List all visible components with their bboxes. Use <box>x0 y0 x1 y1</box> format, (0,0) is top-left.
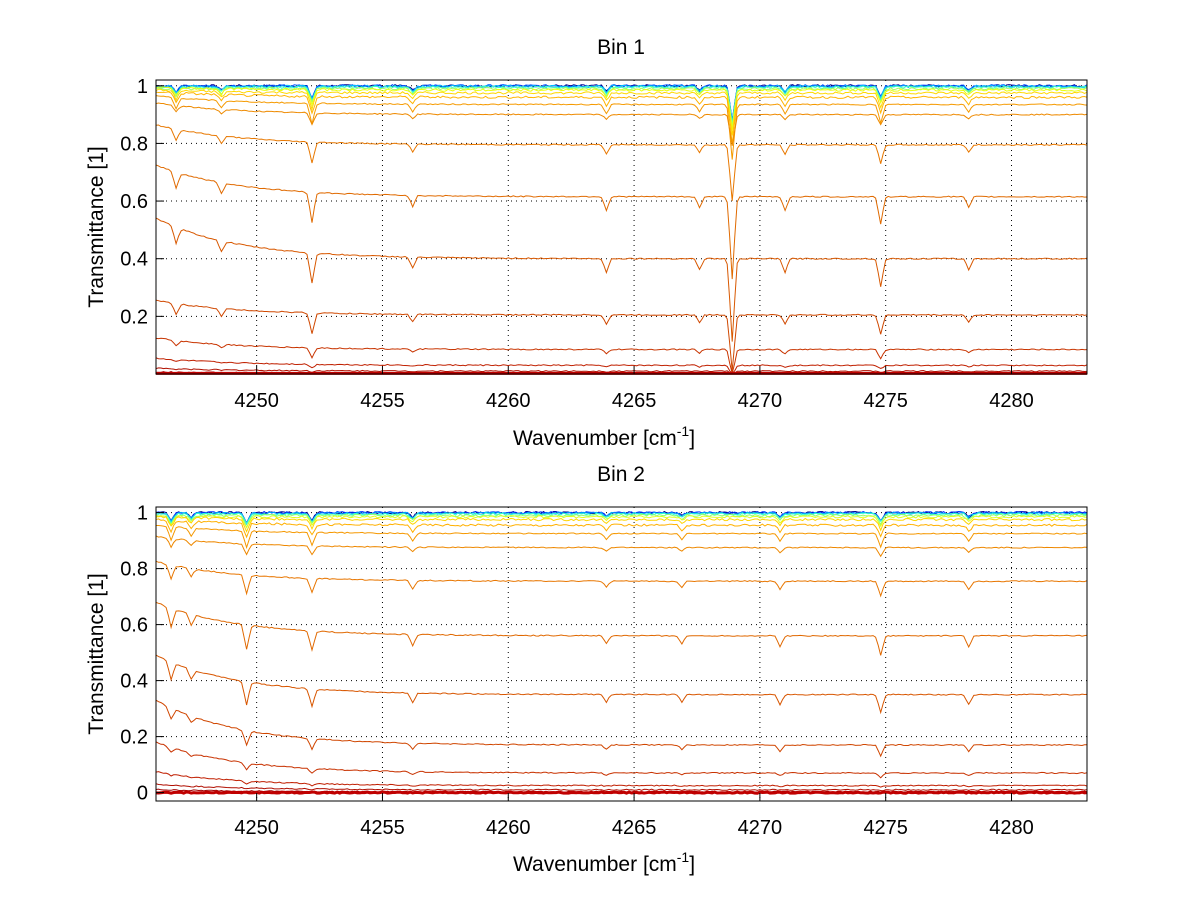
x-tick-label: 4275 <box>863 390 908 412</box>
x-tick-label: 4270 <box>738 390 783 412</box>
x-axis-label-superscript-bin-2: -1 <box>677 849 690 865</box>
x-tick-label: 4270 <box>738 817 783 839</box>
x-axis-label-main-bin-1: Wavenumber [cm <box>513 427 677 450</box>
x-tick-label: 4275 <box>863 817 908 839</box>
plot-area-frame-bin-2 <box>155 506 1088 802</box>
panel-bin-2: Bin 2 4250 4255 4260 4265 4270 4275 4280 00.20… <box>85 463 1088 876</box>
y-tick-label: 0.2 <box>120 306 148 328</box>
transmittance-series-line <box>155 654 1088 715</box>
transmittance-series-line <box>155 515 1088 533</box>
transmittance-series-line <box>155 771 1088 788</box>
panel-bin-1: Bin 1 4250 4255 4260 4265 4270 4275 4280 0.20.… <box>85 36 1088 450</box>
y-tick-label: 0.6 <box>120 615 148 637</box>
y-tick-label: 0.8 <box>120 559 148 581</box>
transmittance-series-line <box>155 299 1088 372</box>
transmittance-series-line <box>155 124 1088 201</box>
grid-lines-bin-2 <box>156 507 1087 801</box>
x-tick-label: 4250 <box>234 390 279 412</box>
transmittance-series-line <box>155 741 1088 779</box>
transmittance-series-line <box>155 91 1088 145</box>
x-ticks-bin-1: 4250 4255 4260 4265 4270 4275 4280 <box>234 366 1034 412</box>
x-tick-label: 4260 <box>486 390 531 412</box>
series-group-bin-1 <box>155 83 1088 375</box>
transmittance-series-line <box>155 217 1088 342</box>
transmittance-series-line <box>155 790 1088 795</box>
transmittance-series-line <box>155 783 1088 792</box>
x-axis-label-bin-1: Wavenumber [cm-1] <box>513 423 695 450</box>
x-tick-label: 4280 <box>989 390 1034 412</box>
chart-title-bin-2: Bin 2 <box>597 463 645 486</box>
transmittance-series-line <box>155 84 1088 123</box>
transmittance-series-line <box>155 518 1088 539</box>
transmittance-series-line <box>155 515 1088 529</box>
y-tick-label: 0 <box>137 783 148 805</box>
transmittance-series-line <box>155 560 1088 598</box>
y-tick-label: 0.2 <box>120 727 148 749</box>
y-tick-label: 0.4 <box>120 249 148 271</box>
x-tick-label: 4250 <box>234 817 279 839</box>
transmittance-series-line <box>155 513 1088 529</box>
y-ticks-bin-2: 0 0.2 0.4 0.6 0.8 1 <box>120 503 164 805</box>
x-tick-label: 4255 <box>360 390 405 412</box>
transmittance-series-line <box>155 95 1088 160</box>
y-axis-label-bin-2: Transmittance [1] <box>85 573 108 734</box>
transmittance-series-line <box>155 164 1088 280</box>
transmittance-series-line <box>155 601 1088 656</box>
transmittance-series-line <box>155 86 1088 130</box>
transmittance-series-line <box>155 88 1088 136</box>
transmittance-series-line <box>155 535 1088 558</box>
x-ticks-bin-2: 4250 4255 4260 4265 4270 4275 4280 <box>234 793 1034 839</box>
x-axis-label-end-bin-1: ] <box>689 427 695 450</box>
x-tick-label: 4265 <box>612 817 657 839</box>
series-group-bin-2 <box>155 510 1088 795</box>
transmittance-series-line <box>156 525 1088 550</box>
transmittance-series-line <box>155 337 1088 374</box>
x-axis-label-end-bin-2: ] <box>689 853 695 876</box>
chart-title-bin-1: Bin 1 <box>597 36 645 59</box>
y-tick-label: 1 <box>137 503 148 525</box>
x-axis-label-bin-2: Wavenumber [cm-1] <box>513 849 695 876</box>
plot-area-frame-bin-1 <box>155 79 1088 375</box>
x-tick-label: 4280 <box>989 817 1034 839</box>
x-axis-label-main-bin-2: Wavenumber [cm <box>513 853 677 876</box>
y-tick-label: 0.6 <box>120 191 148 213</box>
grid-lines-bin-1 <box>156 80 1087 374</box>
transmittance-series-line <box>155 102 1088 146</box>
x-axis-label-superscript-bin-1: -1 <box>677 423 690 439</box>
y-tick-label: 1 <box>137 76 148 98</box>
transmittance-series-line <box>155 357 1088 375</box>
x-tick-label: 4255 <box>360 817 405 839</box>
y-tick-label: 0.4 <box>120 671 148 693</box>
x-tick-label: 4265 <box>612 390 657 412</box>
x-tick-label: 4260 <box>486 817 531 839</box>
y-tick-label: 0.8 <box>120 133 148 155</box>
transmittance-series-line <box>155 699 1087 758</box>
y-axis-label-bin-1: Transmittance [1] <box>85 146 108 307</box>
y-ticks-bin-1: 0.2 0.4 0.6 0.8 1 <box>120 76 164 328</box>
